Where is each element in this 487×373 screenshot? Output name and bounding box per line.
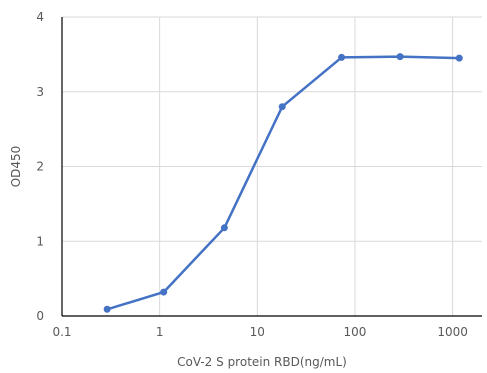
axes: 0.1 1 10 100 1000 0 1 2 3 4 — [36, 10, 482, 339]
x-tick-label: 0.1 — [52, 325, 71, 339]
data-point — [396, 53, 404, 61]
axis-labels: CoV-2 S protein RBD(ng/mL) OD450 — [9, 146, 347, 369]
data-point — [338, 53, 346, 61]
x-tick-label: 100 — [343, 325, 366, 339]
data-point — [278, 103, 286, 111]
y-axis-title: OD450 — [9, 146, 23, 188]
data-point — [455, 54, 463, 62]
data-point — [220, 224, 228, 232]
y-tick-label: 4 — [36, 10, 44, 24]
x-axis-title: CoV-2 S protein RBD(ng/mL) — [177, 355, 347, 369]
x-tick-label: 10 — [250, 325, 265, 339]
x-tick-label: 1 — [156, 325, 164, 339]
y-tick-label: 2 — [36, 160, 44, 174]
y-tick-label: 0 — [36, 309, 44, 323]
y-tick-label: 3 — [36, 85, 44, 99]
x-tick-label: 1000 — [437, 325, 468, 339]
grid — [62, 16, 482, 316]
series-layer — [103, 53, 463, 313]
data-point — [160, 288, 168, 296]
y-tick-label: 1 — [36, 234, 44, 248]
data-point — [103, 305, 111, 313]
